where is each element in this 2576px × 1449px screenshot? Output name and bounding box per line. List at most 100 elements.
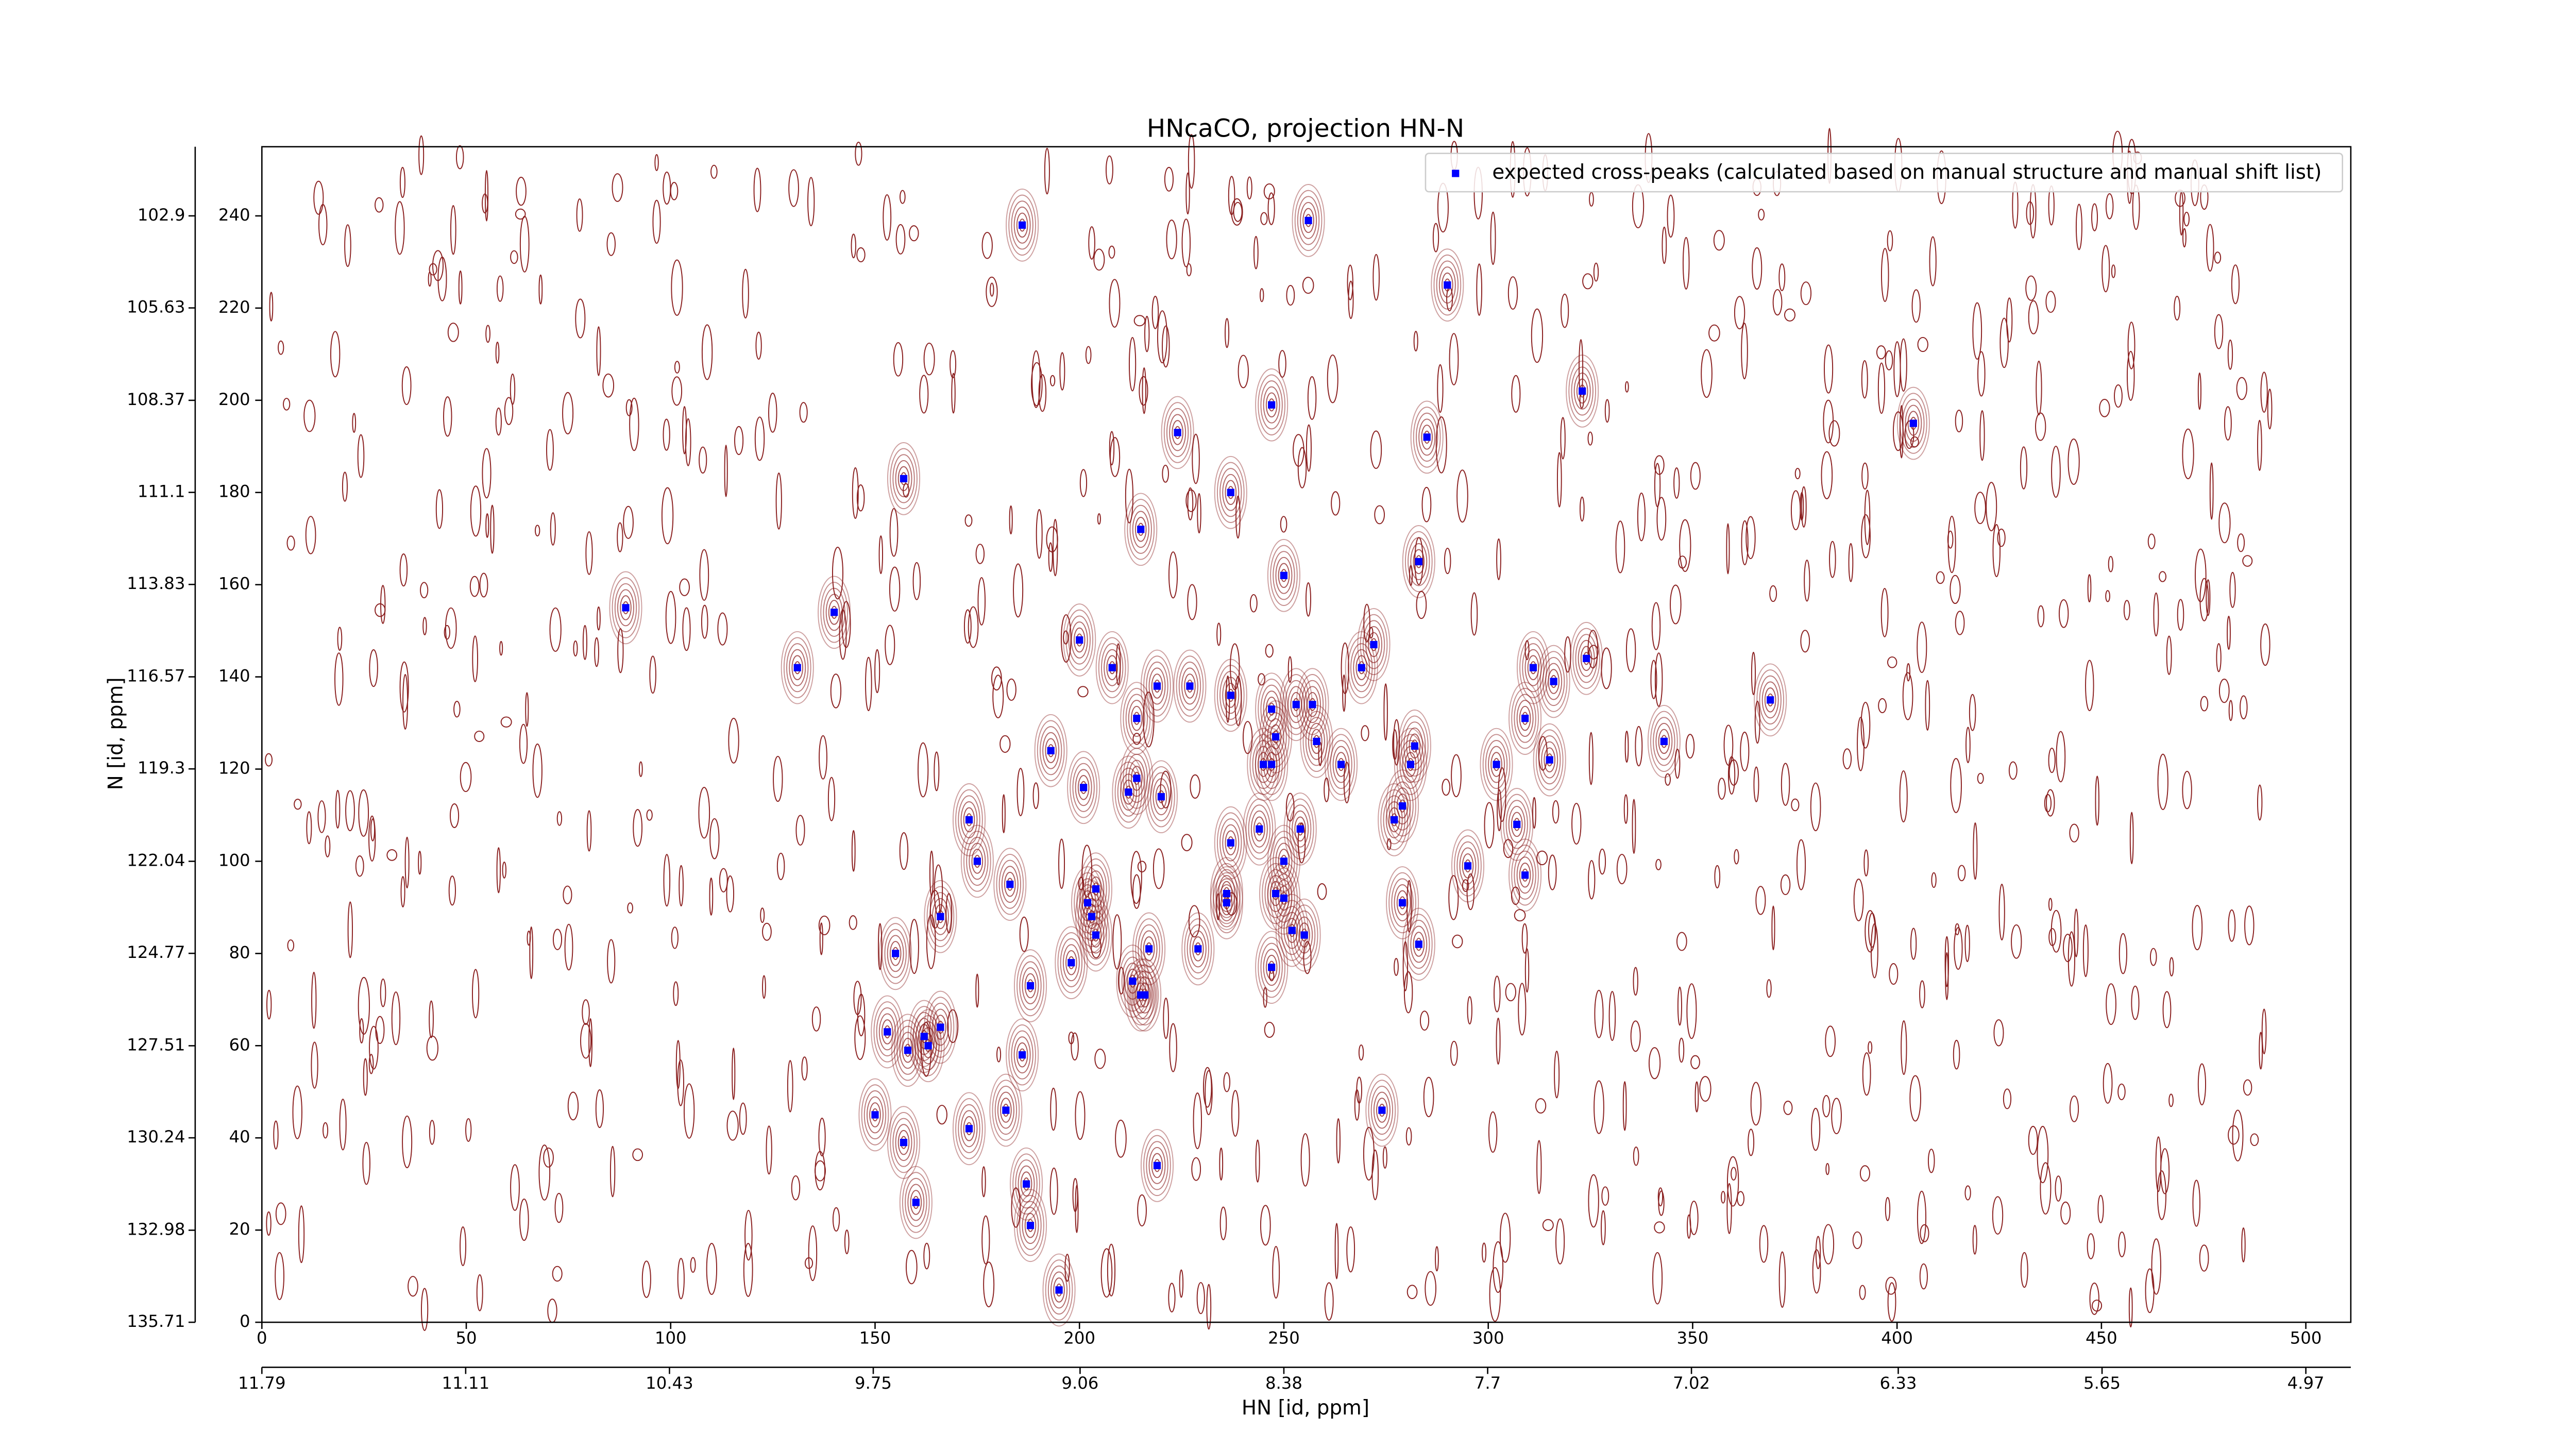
noise-contour [2035,412,2046,441]
y2-tick-label: 113.83 [127,574,185,593]
peak-contour [1408,537,1430,586]
noise-contour [1694,1081,1699,1113]
peak-contour [960,824,994,898]
noise-contour [1752,247,1762,290]
x2-tick-label: 10.43 [646,1373,693,1393]
noise-contour [1293,434,1304,467]
peak-contour [1243,792,1276,866]
noise-contour [2261,1008,2267,1055]
noise-contour [1532,797,1536,829]
noise-contour [1825,1163,1830,1175]
noise-contour [1050,1087,1057,1131]
noise-contour [2127,322,2136,369]
noise-contour [663,418,670,451]
peak-contour [1024,973,1037,999]
noise-contour [1624,730,1629,763]
noise-contour [2028,1125,2038,1155]
noise-contour [1192,433,1200,484]
noise-contour [1604,399,1610,423]
cross-peak-marker [912,1199,920,1206]
peak-contour [879,917,912,990]
peak-contour [1215,869,1238,918]
noise-contour [663,171,671,205]
peak-contour [1013,1036,1031,1074]
peak-contour [1050,1271,1068,1309]
noise-contour [1853,878,1864,921]
noise-contour [1302,277,1314,294]
peak-contour [1514,694,1536,743]
peak-contour [1278,849,1290,874]
peak-contour [897,466,910,492]
noise-contour [1168,1283,1176,1312]
noise-contour [981,232,993,259]
noise-contour [1317,883,1327,900]
noise-contour [597,606,601,631]
noise-contour [2048,928,2057,947]
noise-contour [1750,1082,1761,1126]
peak-contour [1410,543,1428,580]
cross-peak-marker [1391,816,1398,824]
noise-contour [1801,486,1807,528]
noise-contour [1185,172,1190,215]
noise-contour [1342,674,1346,712]
peak-contour [1098,637,1126,698]
peak-contour [1215,878,1238,928]
noise-contour [1499,1212,1511,1263]
peak-contour [1004,871,1016,897]
noise-contour [2182,228,2187,248]
peak-contour [1216,812,1245,873]
noise-contour [1467,996,1472,1025]
noise-contour [1278,350,1286,378]
y2-tick-label: 132.98 [127,1219,185,1239]
noise-contour [429,1120,435,1145]
cross-peak-marker [1141,991,1149,999]
peak-contour [1278,900,1306,961]
cross-peak-marker [973,857,981,865]
noise-contour [1637,492,1646,542]
noise-contour [1511,375,1521,413]
noise-contour [1260,212,1268,225]
noise-contour [2227,616,2231,650]
noise-contour [1255,1139,1260,1183]
y-axis-label: N [id, ppm] [104,677,127,790]
noise-contour [1885,1197,1891,1221]
noise-contour [2160,1148,2170,1194]
noise-contour [1992,1196,2004,1235]
x-tick-label: 150 [859,1328,891,1347]
cross-peak-marker [1026,982,1035,990]
noise-contour [2242,555,2253,567]
cross-peak-marker [1268,401,1276,409]
cross-peak-marker [892,950,900,957]
noise-contour [368,815,376,862]
peak-contour [1533,723,1566,797]
noise-contour [895,224,906,255]
noise-contour [554,1192,564,1223]
peak-contour [1104,649,1121,686]
noise-contour [990,282,994,297]
noise-contour [266,1211,272,1236]
peak-contour [1125,753,1148,803]
legend-marker [1452,170,1460,177]
peak-contour [1124,493,1158,566]
noise-contour [1496,538,1501,580]
peak-contour [1053,1277,1065,1303]
peak-contour [1218,875,1235,912]
peak-contour [1527,655,1539,680]
y2-tick-label: 108.37 [127,390,185,409]
peak-contour [1370,1085,1394,1135]
noise-contour [815,1160,826,1182]
peak-contour [823,587,845,637]
noise-contour [1514,909,1526,922]
noise-contour [1919,980,1925,1008]
peak-contour [1016,1042,1028,1068]
noise-contour [1625,628,1636,672]
cross-peak-marker [1133,774,1141,782]
noise-contour [1188,134,1195,189]
noise-contour [2236,377,2247,400]
peak-contour [1402,525,1435,598]
peak-contour [1267,538,1300,612]
noise-contour [755,331,762,360]
noise-contour [529,926,534,980]
noise-contour [1686,983,1697,1039]
peak-contour [1410,925,1428,963]
